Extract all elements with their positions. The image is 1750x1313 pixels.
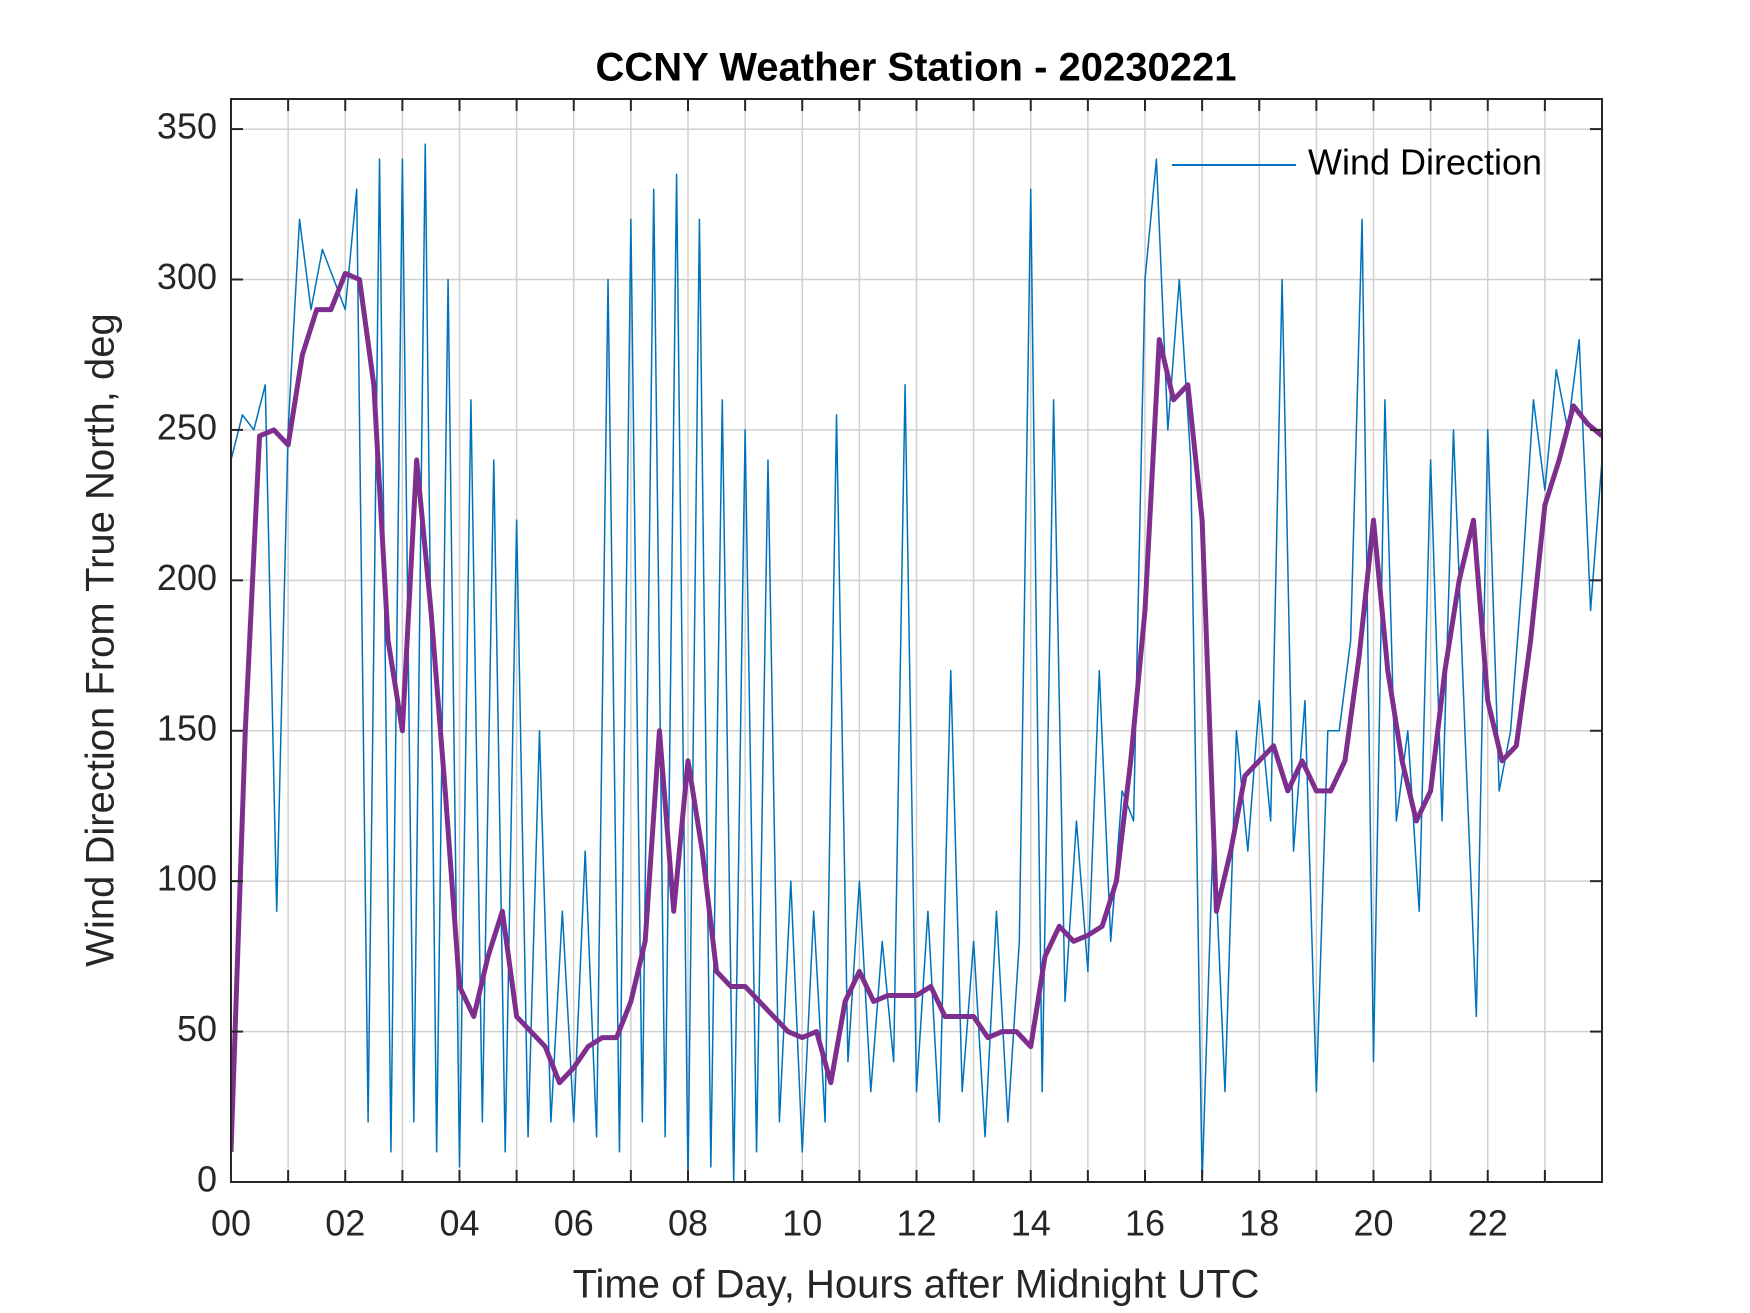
- y-axis-label: Wind Direction From True North, deg: [79, 313, 123, 967]
- x-tick-label: 00: [211, 1203, 251, 1244]
- y-tick-label: 150: [157, 707, 217, 748]
- y-tick-label: 0: [197, 1159, 217, 1200]
- x-tick-label: 12: [896, 1203, 936, 1244]
- chart-title: CCNY Weather Station - 20230221: [596, 46, 1237, 90]
- y-tick-label: 250: [157, 406, 217, 447]
- y-tick-label: 50: [177, 1008, 217, 1049]
- x-tick-label: 20: [1353, 1203, 1393, 1244]
- x-tick-label: 02: [325, 1203, 365, 1244]
- x-axis-label: Time of Day, Hours after Midnight UTC: [573, 1263, 1260, 1307]
- x-tick-label: 14: [1011, 1203, 1051, 1244]
- x-tick-label: 16: [1125, 1203, 1165, 1244]
- x-tick-label: 06: [554, 1203, 594, 1244]
- y-tick-label: 100: [157, 858, 217, 899]
- x-tick-label: 22: [1468, 1203, 1508, 1244]
- x-tick-label: 04: [439, 1203, 479, 1244]
- y-tick-label: 350: [157, 106, 217, 147]
- legend-label: Wind Direction: [1308, 142, 1542, 183]
- y-tick-label: 300: [157, 256, 217, 297]
- x-tick-label: 10: [782, 1203, 822, 1244]
- x-tick-label: 18: [1239, 1203, 1279, 1244]
- data-line: [231, 270, 1602, 1153]
- x-tick-label: 08: [668, 1203, 708, 1244]
- y-tick-label: 200: [157, 557, 217, 598]
- data-line: [231, 143, 1602, 1182]
